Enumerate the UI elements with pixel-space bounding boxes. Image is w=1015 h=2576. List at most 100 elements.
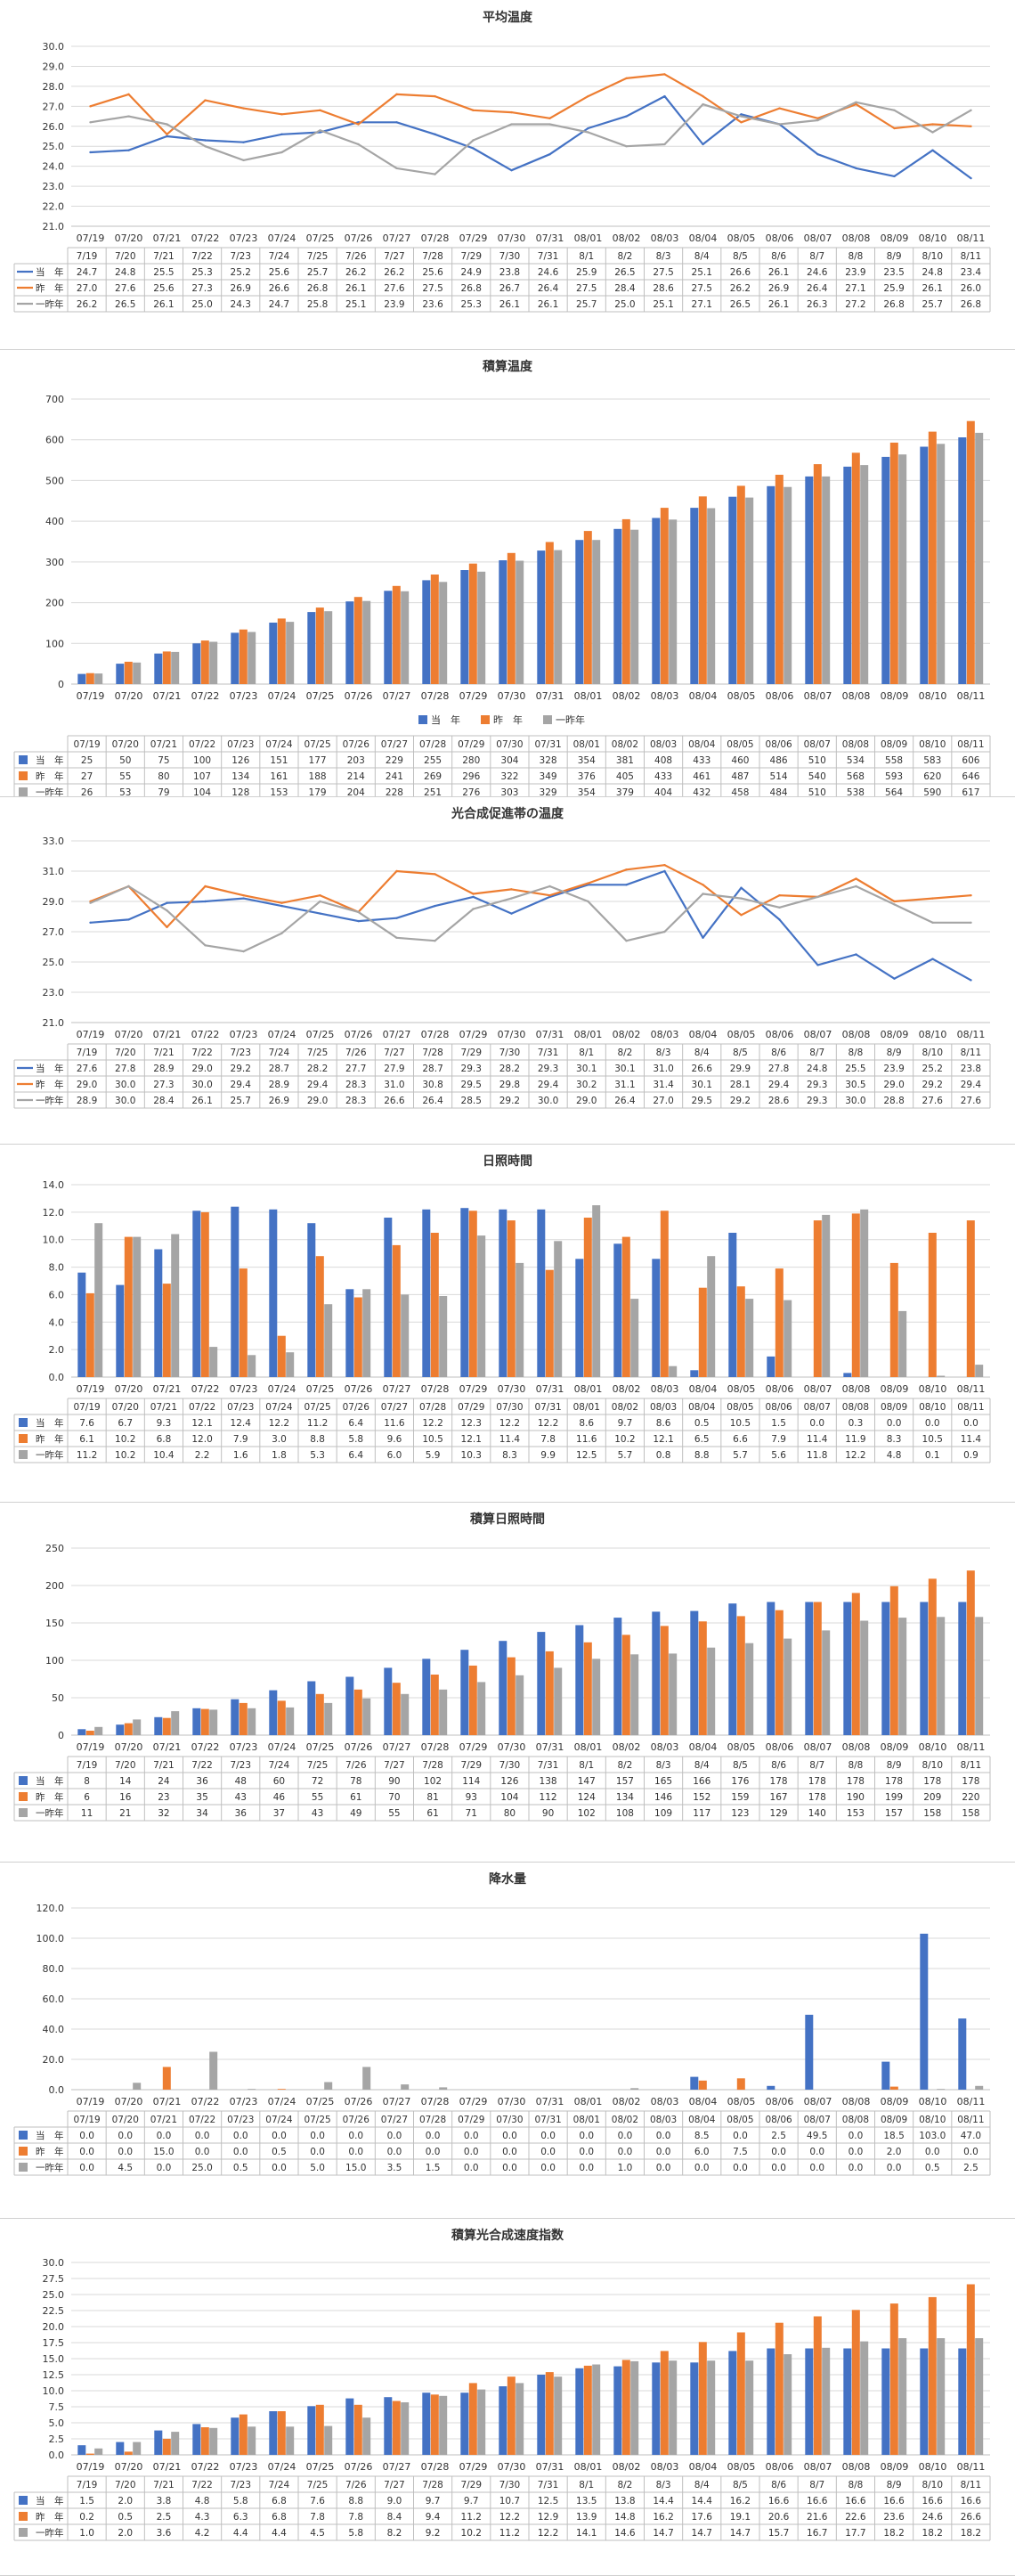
data-point	[816, 895, 819, 899]
bar	[813, 1220, 822, 1377]
bar	[499, 1209, 508, 1377]
table-cell: 1.8	[272, 1450, 287, 1461]
legend-label: 昨 年	[493, 713, 523, 726]
table-cell: 0.0	[656, 2163, 671, 2173]
bar	[460, 570, 469, 684]
table-cell: 29.2	[231, 1064, 251, 1074]
bar	[851, 2310, 860, 2455]
x-tick-label: 08/11	[957, 1029, 986, 1040]
bar	[477, 1235, 486, 1377]
y-tick-label: 30.0	[43, 2257, 65, 2269]
table-header-cell: 8/5	[733, 1760, 748, 1771]
series-name: 昨 年	[36, 282, 64, 294]
bar	[669, 519, 678, 684]
table-cell: 617	[962, 787, 979, 796]
bar	[958, 2348, 967, 2455]
data-point	[625, 77, 628, 80]
table-header-cell: 8/8	[848, 1048, 863, 1058]
bar	[516, 560, 524, 684]
table-cell: 0.0	[272, 2131, 287, 2141]
table-cell: 0.0	[849, 2131, 864, 2141]
bar	[507, 2376, 516, 2455]
bar	[353, 1297, 362, 1377]
table-header-cell: 8/8	[848, 2480, 863, 2490]
table-cell: 8.5	[694, 2131, 710, 2141]
x-tick-label: 08/04	[689, 1029, 718, 1040]
bar	[545, 542, 554, 684]
table-cell: 1.0	[79, 2528, 94, 2539]
data-point	[395, 93, 398, 96]
bar	[171, 1711, 180, 1735]
y-tick-label: 300	[45, 557, 64, 568]
series-key-swatch	[19, 2528, 28, 2537]
table-cell: 12.1	[461, 1434, 482, 1445]
series-key-swatch	[19, 1808, 28, 1817]
x-tick-label: 08/11	[957, 2461, 986, 2473]
table-header-cell: 8/7	[809, 1048, 824, 1058]
x-tick-label: 07/21	[153, 1029, 182, 1040]
bar	[805, 1602, 814, 1735]
data-point	[434, 94, 436, 98]
chart-svg: 光合成促進帯の温度 21.0 23.0 25.0 27.0 29.0 31.0 33.0 07/…	[13, 806, 991, 1109]
legend-label: 一昨年	[556, 713, 585, 726]
table-header-cell: 7/30	[499, 2480, 521, 2490]
x-tick-label: 07/24	[268, 1383, 296, 1395]
table-cell: 104	[193, 787, 211, 796]
data-point	[127, 149, 130, 151]
y-tick-label: 100.0	[37, 1933, 65, 1944]
table-cell: 28.6	[768, 1096, 790, 1106]
table-cell: 29.0	[883, 1080, 904, 1090]
series-key-swatch	[19, 755, 28, 764]
bar	[248, 2426, 256, 2455]
y-tick-label: 27.5	[43, 2273, 65, 2285]
bar	[154, 1249, 163, 1377]
table-cell: 558	[885, 755, 903, 766]
y-tick-label: 15.0	[43, 2353, 65, 2365]
table-cell: 27.8	[768, 1064, 789, 1074]
x-tick-label: 07/29	[459, 2461, 488, 2473]
bar	[171, 2432, 180, 2455]
bar	[209, 2051, 218, 2090]
data-point	[280, 151, 283, 154]
data-point	[166, 123, 168, 126]
bar	[889, 1262, 898, 1377]
data-point	[816, 153, 819, 156]
table-header-cell: 08/10	[919, 1402, 946, 1413]
table-cell: 5.0	[310, 2163, 325, 2173]
table-cell: 11.2	[307, 1418, 328, 1429]
table-cell: 2.2	[195, 1450, 210, 1461]
chart-panel-cumulative-sunshine: 積算日照時間 0 50 100 150 200 250 07/19 07/20 07/21 07/2…	[0, 1502, 1015, 1863]
table-cell: 0.0	[79, 2163, 94, 2173]
data-point	[166, 925, 168, 929]
data-point	[319, 129, 321, 132]
bar	[353, 2404, 362, 2455]
bar	[133, 2083, 142, 2090]
x-tick-label: 07/31	[536, 232, 564, 244]
table-cell: 5.9	[426, 1450, 441, 1461]
table-cell: 11.4	[499, 1434, 521, 1445]
table-cell: 25.2	[231, 267, 251, 278]
table-cell: 10.3	[461, 1450, 482, 1461]
table-cell: 75	[158, 755, 169, 766]
bar	[928, 2296, 937, 2455]
x-tick-label: 07/26	[345, 1741, 373, 1753]
x-tick-label: 08/03	[651, 2096, 679, 2107]
x-tick-label: 07/31	[536, 1741, 564, 1753]
data-point	[510, 168, 513, 172]
table-header-cell: 7/25	[307, 1760, 329, 1771]
bar	[583, 1642, 592, 1735]
table-header-cell: 8/9	[887, 2480, 902, 2490]
bar	[736, 2332, 745, 2455]
y-tick-label: 6.0	[49, 1289, 65, 1300]
table-cell: 30.1	[614, 1064, 635, 1074]
table-cell: 405	[616, 771, 634, 782]
table-cell: 27.7	[345, 1064, 366, 1074]
table-cell: 25.8	[307, 299, 328, 310]
x-tick-label: 07/22	[191, 1029, 220, 1040]
data-point	[970, 109, 972, 112]
table-cell: 179	[309, 787, 327, 796]
table-cell: 9.9	[540, 1450, 556, 1461]
x-tick-label: 08/04	[689, 690, 718, 702]
table-cell: 29.4	[307, 1080, 329, 1090]
table-cell: 8.6	[579, 1418, 594, 1429]
